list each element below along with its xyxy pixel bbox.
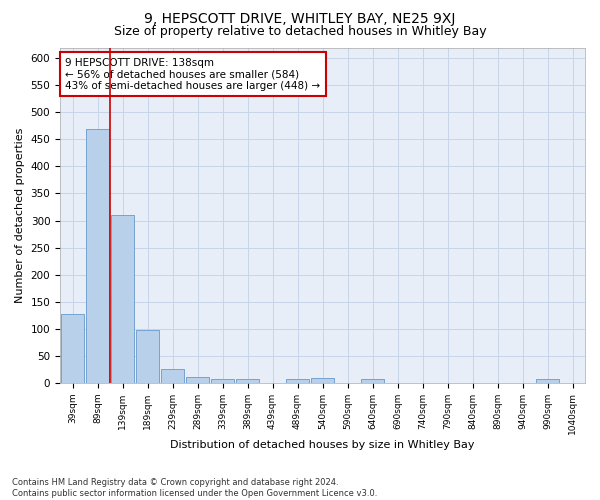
Bar	[361, 380, 384, 382]
Bar	[286, 379, 309, 382]
Bar	[186, 377, 209, 382]
Bar	[236, 380, 259, 382]
Text: Size of property relative to detached houses in Whitley Bay: Size of property relative to detached ho…	[113, 25, 487, 38]
Bar	[211, 380, 234, 382]
Bar	[61, 314, 84, 382]
Bar	[86, 128, 109, 382]
Y-axis label: Number of detached properties: Number of detached properties	[15, 128, 25, 303]
Bar	[136, 330, 159, 382]
Bar	[536, 380, 559, 382]
Text: 9, HEPSCOTT DRIVE, WHITLEY BAY, NE25 9XJ: 9, HEPSCOTT DRIVE, WHITLEY BAY, NE25 9XJ	[145, 12, 455, 26]
Bar	[111, 215, 134, 382]
Text: Contains HM Land Registry data © Crown copyright and database right 2024.
Contai: Contains HM Land Registry data © Crown c…	[12, 478, 377, 498]
Bar	[161, 368, 184, 382]
Bar	[311, 378, 334, 382]
X-axis label: Distribution of detached houses by size in Whitley Bay: Distribution of detached houses by size …	[170, 440, 475, 450]
Text: 9 HEPSCOTT DRIVE: 138sqm
← 56% of detached houses are smaller (584)
43% of semi-: 9 HEPSCOTT DRIVE: 138sqm ← 56% of detach…	[65, 58, 320, 91]
